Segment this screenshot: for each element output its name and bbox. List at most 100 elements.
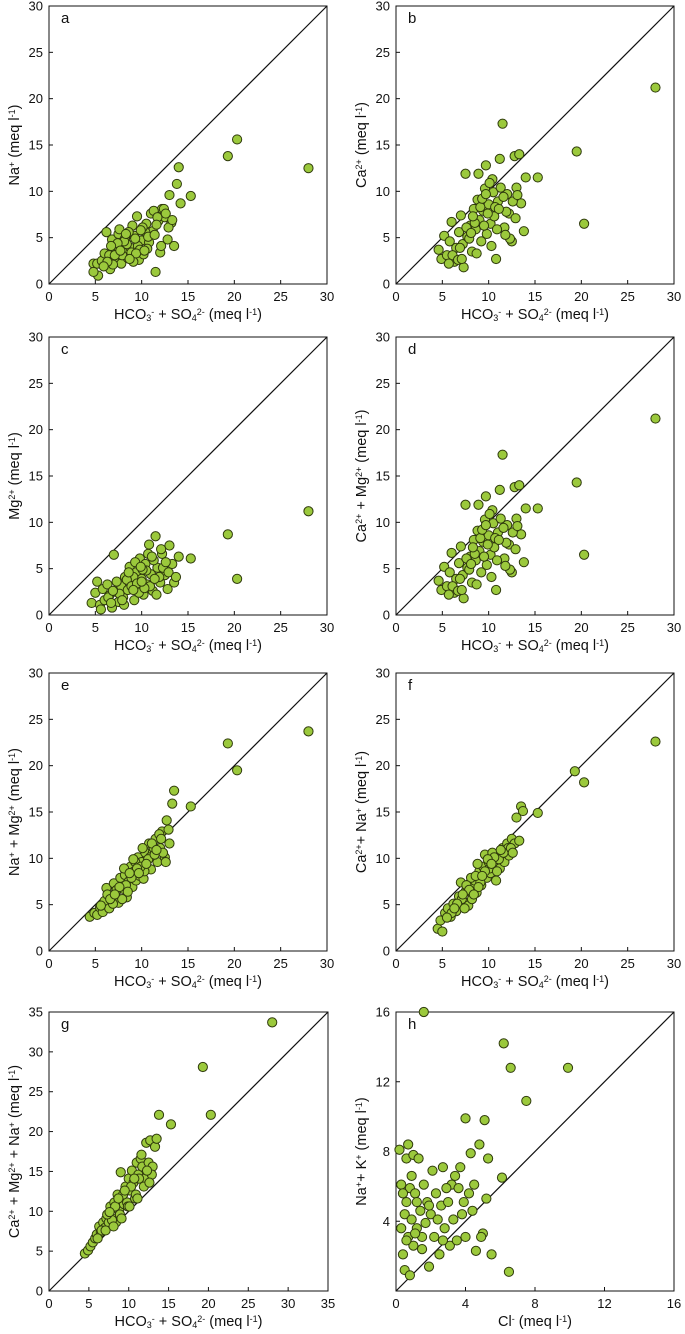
data-point [434,1249,445,1260]
x-tick-label: 5 [85,1296,92,1311]
data-point [136,1149,147,1160]
data-point [170,571,182,583]
data-point [413,1153,424,1164]
data-point [143,539,155,550]
data-point [164,189,175,201]
data-point [124,868,135,879]
data-point [418,1006,429,1018]
y-tick-label: 15 [29,138,43,153]
y-tick-label: 30 [29,0,43,14]
data-point [120,228,132,240]
data-point [160,856,171,868]
x-tick-label: 10 [481,620,495,635]
data-point [454,573,466,584]
data-point [122,886,133,897]
y-tick-label: 20 [376,422,390,437]
y-tick-label: 0 [36,608,43,623]
data-point [446,547,457,559]
x-tick-label: 0 [392,620,399,635]
data-point [197,1061,208,1073]
data-point [486,1249,497,1260]
y-tick-label: 15 [376,805,390,820]
data-point [507,847,518,858]
y-axis-label: Na+ (meq l-1) [7,105,23,186]
data-point [473,499,484,510]
data-point [503,1266,515,1277]
data-point [472,858,483,869]
data-point [160,208,171,219]
data-point [498,191,509,202]
data-point [479,1115,490,1126]
data-point [441,1183,452,1194]
y-tick-label: 0 [383,944,390,959]
x-tick-label: 15 [181,289,195,304]
y-tick-label: 10 [376,515,390,530]
x-tick-label: 30 [667,956,681,971]
y-tick-label: 10 [29,184,43,199]
y-tick-label: 4 [383,1214,390,1229]
data-point [185,190,196,202]
x-tick-label: 20 [227,289,241,304]
data-point [151,844,162,856]
y-tick-label: 30 [29,330,43,345]
data-point [232,134,243,145]
y-axis-label: Ca2++ Na+ (meq l-1) [354,751,370,873]
x-tick-label: 16 [667,1296,681,1311]
y-tick-label: 0 [36,277,43,292]
y-tick-label: 5 [383,561,390,576]
y-tick-label: 0 [36,944,43,959]
data-point [478,551,490,562]
data-point [144,1177,155,1188]
y-tick-label: 5 [36,561,43,576]
x-tick-label: 5 [439,289,446,304]
data-point [401,1235,412,1246]
x-tick-label: 0 [392,956,399,971]
data-point [467,1205,478,1216]
data-point [410,1228,421,1239]
x-tick-label: 10 [134,289,148,304]
data-point [460,499,471,510]
x-tick-label: 5 [92,289,99,304]
data-point [396,1223,407,1234]
data-point [108,549,119,560]
y-axis-label: Na+ + Mg2+ (meq l-1) [7,748,23,876]
data-point [433,244,444,255]
data-point [98,261,109,272]
y-tick-label: 5 [36,897,43,912]
x-tick-label: 5 [92,620,99,635]
data-point [175,198,186,209]
data-point [167,798,178,809]
data-point [457,889,468,900]
data-point [136,576,147,587]
data-point [149,229,160,240]
data-point [401,1196,412,1208]
data-point [471,248,482,259]
data-point [490,253,502,265]
data-point [430,1188,442,1199]
data-point [124,1201,135,1212]
data-point [92,576,103,587]
data-point [453,227,465,238]
data-point [446,216,457,228]
data-point [444,236,455,247]
x-tick-label: 5 [92,956,99,971]
data-point [100,1225,111,1236]
data-point [495,182,506,193]
data-point [420,1217,431,1229]
data-point [404,1270,415,1281]
data-point [117,595,128,606]
x-tick-label: 8 [531,1296,538,1311]
panel-a: 0 5 10 15 20 25 30 0 5 10 15 20 25 30 a HCO3- + SO42- (… [7,0,334,323]
data-point [146,551,157,562]
data-point [510,544,521,555]
data-point [474,1139,485,1150]
x-tick-label: 15 [161,1296,175,1311]
x-tick-label: 30 [320,956,334,971]
x-tick-label: 10 [134,620,148,635]
data-point [500,560,511,571]
data-point [520,172,531,183]
x-axis-label: HCO3- + SO42- (meq l-1) [461,638,609,654]
data-point [411,1196,422,1208]
data-point [397,1188,409,1199]
